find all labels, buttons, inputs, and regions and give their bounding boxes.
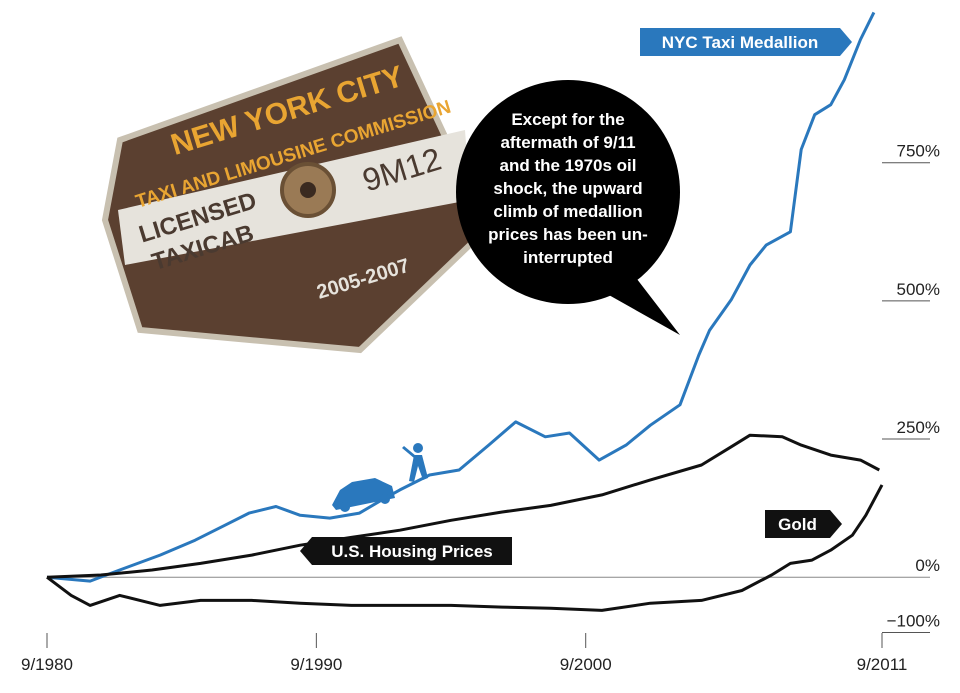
- x-tick-label: 9/2011: [857, 655, 908, 674]
- series-line: [46, 11, 876, 583]
- x-tick-label: 9/2000: [560, 655, 612, 674]
- medallion-rivet-hole: [300, 182, 316, 198]
- taxi-wheel: [340, 502, 350, 512]
- series-tag: [300, 537, 512, 565]
- speech-bubble: [456, 80, 680, 335]
- annotation: climb of medallion: [493, 202, 642, 221]
- y-tick-label: 250%: [897, 418, 940, 437]
- medallion-illustration: NEW YORK CITY TAXI AND LIMOUSINE COMMISS…: [101, 36, 479, 354]
- bubble: [456, 80, 680, 304]
- legend-label: U.S. Housing Prices: [331, 542, 493, 561]
- x-tick-label: 9/1990: [290, 655, 342, 674]
- series-line: [46, 484, 884, 612]
- annotation: and the 1970s oil: [500, 156, 637, 175]
- taxi-body: [332, 478, 395, 510]
- person-body: [402, 446, 428, 482]
- legend-label: NYC Taxi Medallion: [662, 33, 819, 52]
- y-tick-label: 500%: [897, 280, 940, 299]
- annotation: prices has been un-: [488, 225, 648, 244]
- annotation: aftermath of 9/11: [500, 133, 635, 152]
- legend-label: Gold: [778, 515, 817, 534]
- annotation: interrupted: [523, 248, 613, 267]
- y-tick-label: 750%: [897, 142, 940, 161]
- series-tag: [765, 510, 842, 538]
- annotation: shock, the upward: [493, 179, 642, 198]
- y-tick-label: −100%: [887, 611, 940, 630]
- annotation: Except for the: [511, 110, 624, 129]
- person-head: [413, 443, 423, 453]
- x-tick-label: 9/1980: [21, 655, 73, 674]
- plot: 750% 500% 250% 0% −100% 9/1980 9/1990 9/2000 9/2…: [21, 11, 940, 674]
- y-tick-label: 0%: [915, 556, 940, 575]
- series-tag: [640, 28, 852, 56]
- series-line: [46, 433, 880, 579]
